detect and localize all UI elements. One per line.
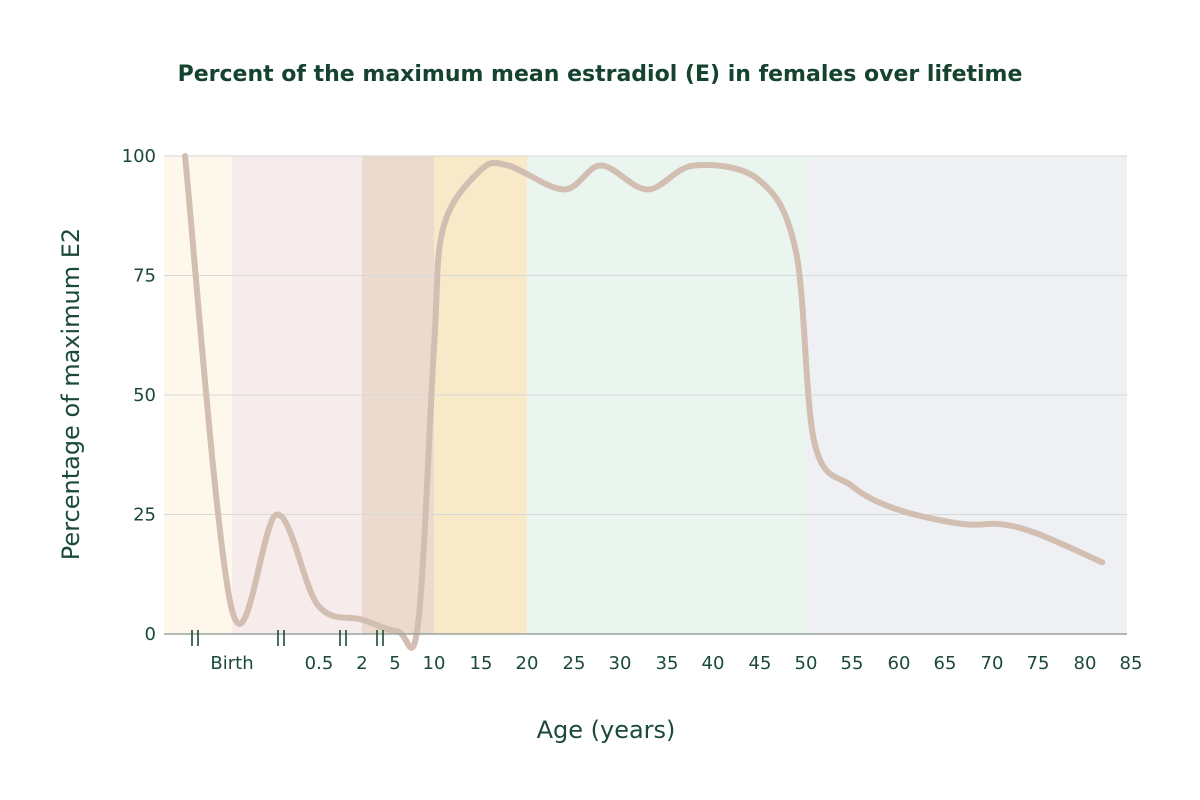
- y-axis-label: Percentage of maximum E2: [57, 228, 85, 560]
- data-point: [1101, 561, 1104, 564]
- data-point: [276, 513, 279, 516]
- axes: [164, 630, 1127, 646]
- data-point: [479, 169, 482, 172]
- x-tick-label: 30: [609, 653, 632, 674]
- data-point: [442, 226, 445, 229]
- x-tick-label: 25: [563, 653, 586, 674]
- y-tick-label: 0: [145, 624, 156, 645]
- data-point: [184, 155, 187, 158]
- data-point: [433, 346, 436, 349]
- data-point: [999, 523, 1002, 526]
- x-axis-label: Age (years): [537, 716, 676, 744]
- data-series: [182, 153, 1106, 651]
- x-tick-label: 5: [389, 653, 400, 674]
- x-tick-label: 75: [1027, 653, 1050, 674]
- data-point: [757, 178, 760, 181]
- x-tick-label: 35: [656, 653, 679, 674]
- data-point: [692, 164, 695, 167]
- x-tick-label: 80: [1074, 653, 1097, 674]
- data-point: [600, 164, 603, 167]
- x-tick-label: 2: [356, 653, 367, 674]
- x-tick-label: 70: [981, 653, 1004, 674]
- x-tick-label: 55: [841, 653, 864, 674]
- x-tick-label: Birth: [210, 653, 253, 674]
- x-tick-label: 85: [1120, 653, 1143, 674]
- y-tick-label: 75: [133, 266, 156, 287]
- data-point: [397, 630, 400, 633]
- data-point: [897, 508, 900, 511]
- data-point: [507, 164, 510, 167]
- x-tick-label: 20: [516, 653, 539, 674]
- y-tick-label: 100: [122, 146, 156, 167]
- x-tick-label: 10: [423, 653, 446, 674]
- data-point: [1036, 532, 1039, 535]
- y-tick-label: 50: [133, 385, 156, 406]
- data-point: [813, 441, 816, 444]
- data-point: [850, 484, 853, 487]
- data-point: [961, 523, 964, 526]
- data-point: [361, 618, 364, 621]
- data-point: [646, 188, 649, 191]
- x-tick-label: 40: [702, 653, 725, 674]
- data-point: [417, 623, 420, 626]
- x-tick-label: 50: [795, 653, 818, 674]
- x-tick-label: 15: [470, 653, 493, 674]
- y-tick-label: 25: [133, 505, 156, 526]
- series-line: [182, 153, 1106, 651]
- data-point: [794, 250, 797, 253]
- data-point: [231, 609, 234, 612]
- x-tick-label: 0.5: [305, 653, 334, 674]
- data-point: [317, 604, 320, 607]
- x-tick-label: 65: [934, 653, 957, 674]
- x-tick-label: 60: [888, 653, 911, 674]
- chart-title: Percent of the maximum mean estradiol (E…: [177, 62, 1023, 87]
- x-tick-label: 45: [749, 653, 772, 674]
- data-point: [562, 188, 565, 191]
